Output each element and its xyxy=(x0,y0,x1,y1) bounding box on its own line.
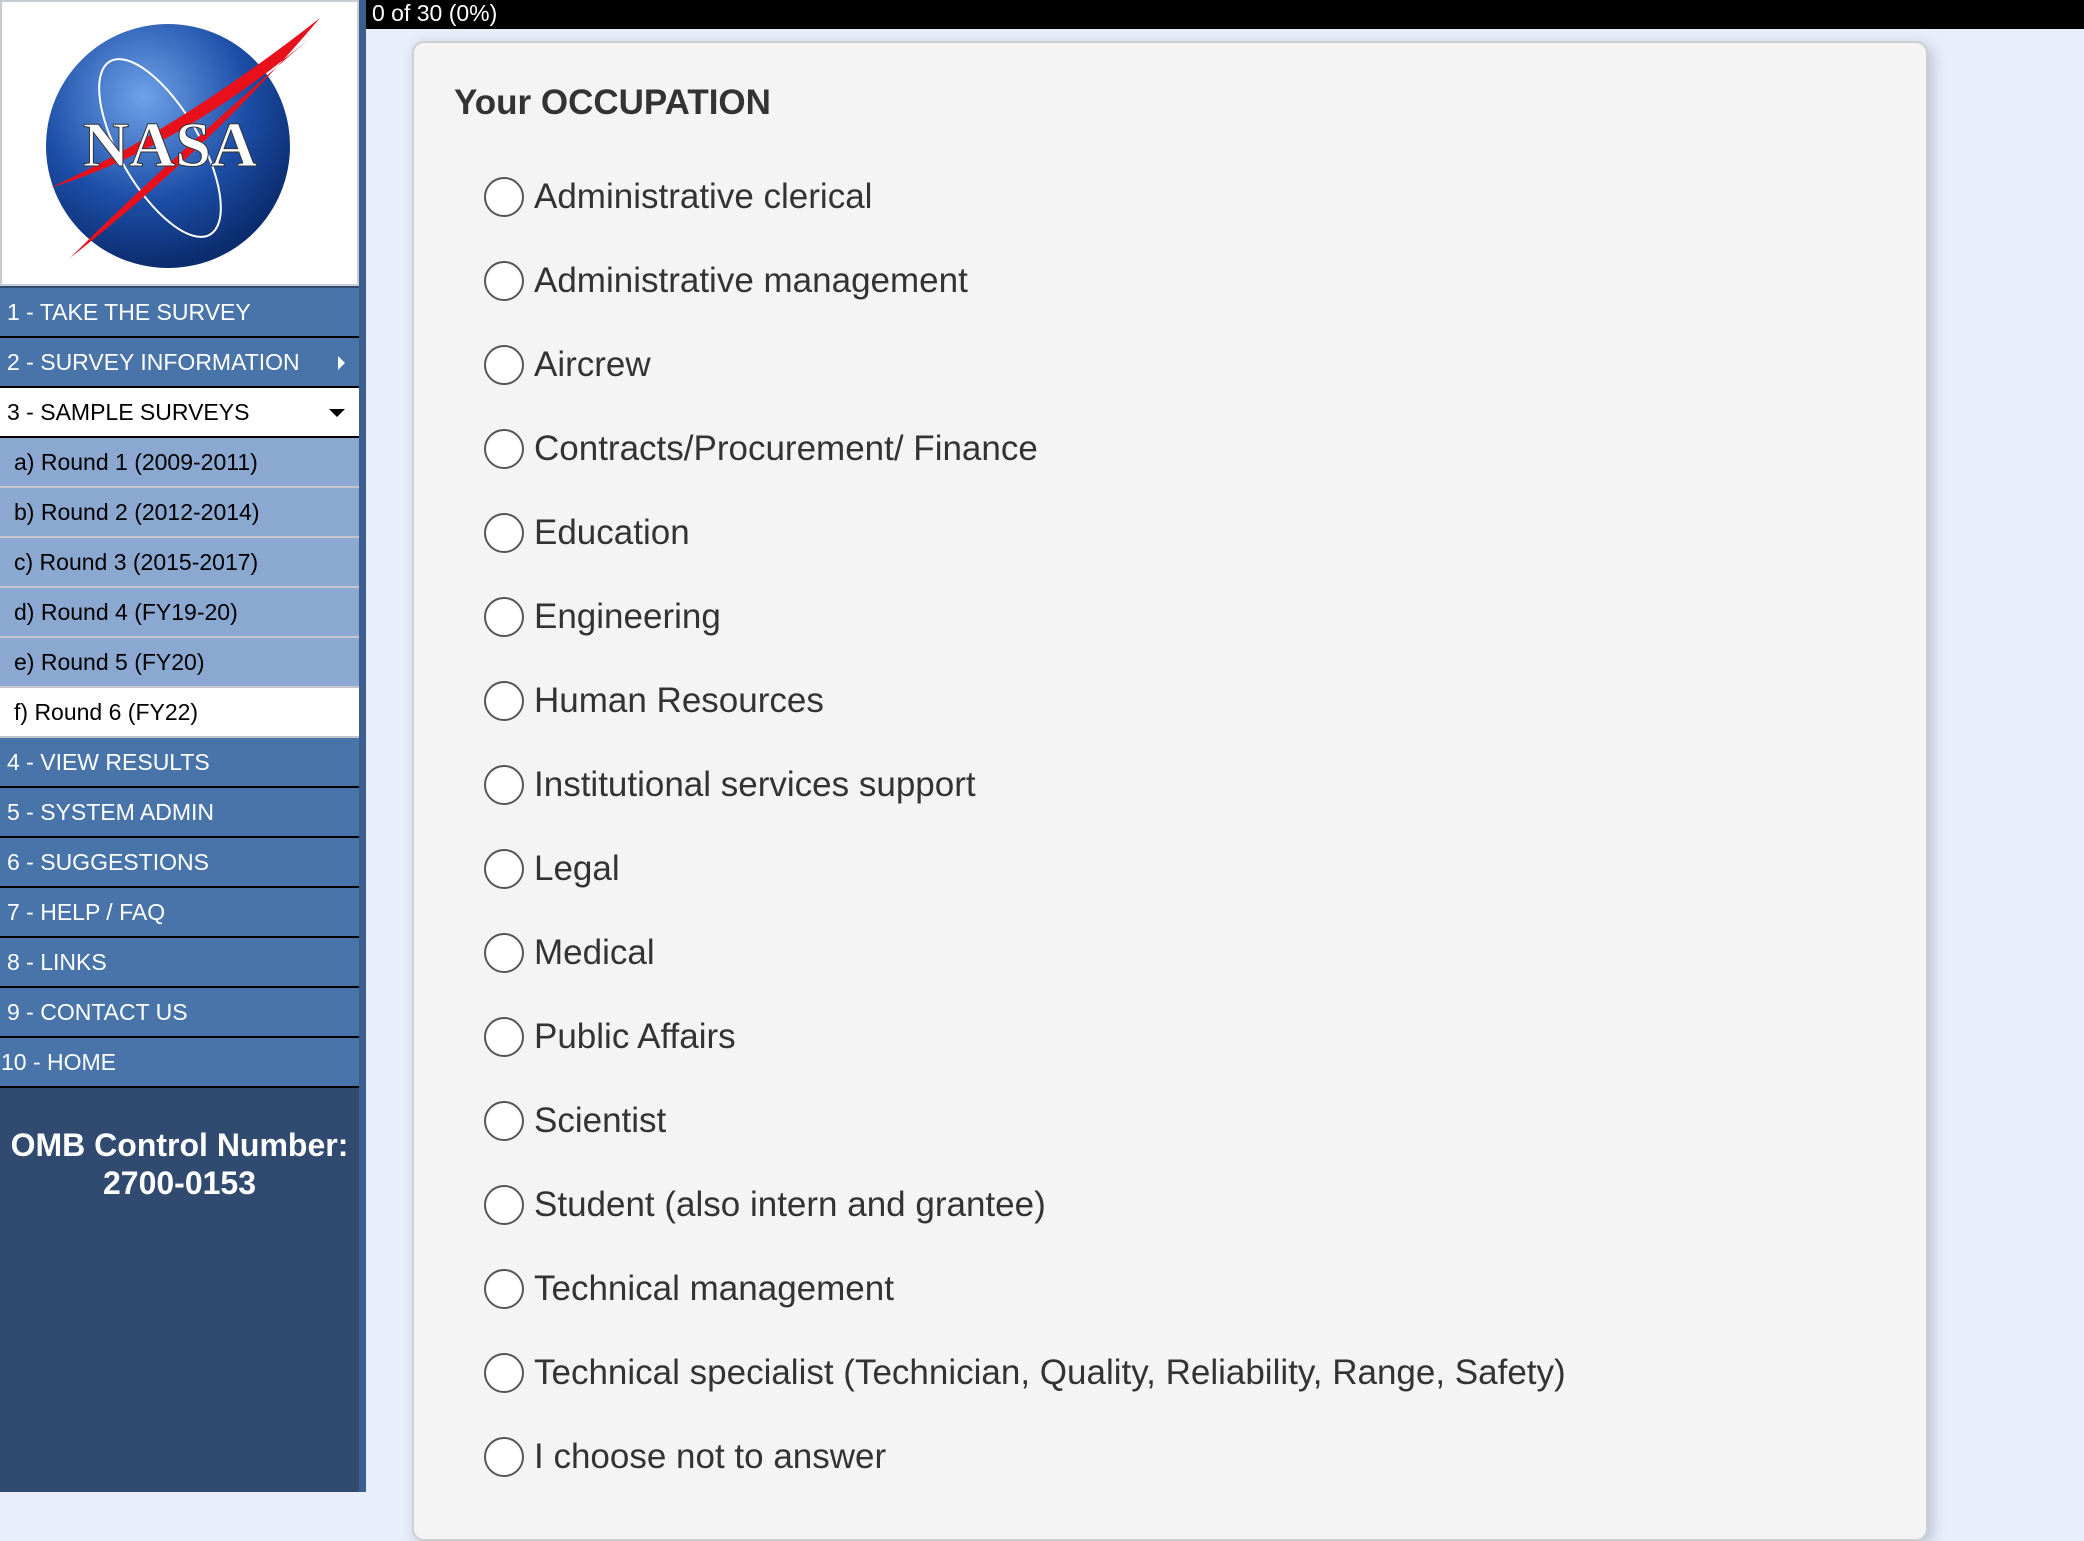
nasa-meatball-icon: NASA xyxy=(45,18,320,268)
sub-item-round-6[interactable]: f) Round 6 (FY22) xyxy=(0,688,359,738)
radio-button[interactable] xyxy=(484,177,524,217)
radio-button[interactable] xyxy=(484,1437,524,1477)
progress-text: 0 of 30 (0%) xyxy=(372,0,498,26)
question-card: Your OCCUPATION Administrative clerical A… xyxy=(412,41,1928,1541)
nav-label: 1 - TAKE THE SURVEY xyxy=(7,299,251,325)
option-label: Medical xyxy=(534,933,655,972)
radio-button[interactable] xyxy=(484,261,524,301)
option-label: Engineering xyxy=(534,597,721,636)
option-row[interactable]: Institutional services support xyxy=(484,743,1566,827)
option-label: Administrative management xyxy=(534,261,968,300)
option-label: Contracts/Procurement/ Finance xyxy=(534,429,1038,468)
radio-button[interactable] xyxy=(484,849,524,889)
option-row[interactable]: Technical specialist (Technician, Qualit… xyxy=(484,1331,1566,1415)
radio-button[interactable] xyxy=(484,597,524,637)
omb-control-number: OMB Control Number: 2700-0153 xyxy=(0,1126,359,1202)
option-row[interactable]: Aircrew xyxy=(484,323,1566,407)
progress-bar: 0 of 30 (0%) xyxy=(366,0,2084,29)
radio-button[interactable] xyxy=(484,1353,524,1393)
option-label: I choose not to answer xyxy=(534,1437,887,1476)
option-row[interactable]: I choose not to answer xyxy=(484,1415,1566,1499)
caret-down-icon xyxy=(329,409,345,417)
sub-item-round-4[interactable]: d) Round 4 (FY19-20) xyxy=(0,588,359,638)
radio-button[interactable] xyxy=(484,345,524,385)
option-label: Administrative clerical xyxy=(534,177,873,216)
option-label: Technical specialist (Technician, Qualit… xyxy=(534,1353,1566,1392)
radio-button[interactable] xyxy=(484,429,524,469)
option-row[interactable]: Medical xyxy=(484,911,1566,995)
caret-right-icon xyxy=(338,356,345,370)
radio-button[interactable] xyxy=(484,1017,524,1057)
radio-button[interactable] xyxy=(484,513,524,553)
nav-links[interactable]: 8 - LINKS xyxy=(0,938,359,988)
nav-suggestions[interactable]: 6 - SUGGESTIONS xyxy=(0,838,359,888)
svg-text:NASA: NASA xyxy=(82,109,256,180)
option-label: Aircrew xyxy=(534,345,651,384)
sub-item-round-3[interactable]: c) Round 3 (2015-2017) xyxy=(0,538,359,588)
option-row[interactable]: Public Affairs xyxy=(484,995,1566,1079)
nav-help-faq[interactable]: 7 - HELP / FAQ xyxy=(0,888,359,938)
option-row[interactable]: Education xyxy=(484,491,1566,575)
question-title: Your OCCUPATION xyxy=(454,83,771,122)
option-row[interactable]: Administrative clerical xyxy=(484,155,1566,239)
options-list: Administrative clerical Administrative ma… xyxy=(484,155,1566,1499)
option-label: Public Affairs xyxy=(534,1017,736,1056)
nav-system-admin[interactable]: 5 - SYSTEM ADMIN xyxy=(0,788,359,838)
option-label: Legal xyxy=(534,849,620,888)
radio-button[interactable] xyxy=(484,933,524,973)
nav-sample-surveys[interactable]: 3 - SAMPLE SURVEYS xyxy=(0,388,359,438)
option-label: Student (also intern and grantee) xyxy=(534,1185,1046,1224)
nav-label: 3 - SAMPLE SURVEYS xyxy=(7,399,250,425)
option-row[interactable]: Engineering xyxy=(484,575,1566,659)
option-row[interactable]: Legal xyxy=(484,827,1566,911)
option-label: Scientist xyxy=(534,1101,667,1140)
option-row[interactable]: Student (also intern and grantee) xyxy=(484,1163,1566,1247)
radio-button[interactable] xyxy=(484,765,524,805)
sub-item-round-2[interactable]: b) Round 2 (2012-2014) xyxy=(0,488,359,538)
option-row[interactable]: Administrative management xyxy=(484,239,1566,323)
radio-button[interactable] xyxy=(484,1101,524,1141)
radio-button[interactable] xyxy=(484,1185,524,1225)
option-row[interactable]: Contracts/Procurement/ Finance xyxy=(484,407,1566,491)
nav-home[interactable]: 10 - HOME xyxy=(0,1038,359,1088)
nav-label: 2 - SURVEY INFORMATION xyxy=(7,349,300,375)
option-label: Human Resources xyxy=(534,681,824,720)
sub-item-round-5[interactable]: e) Round 5 (FY20) xyxy=(0,638,359,688)
nasa-logo[interactable]: NASA xyxy=(0,0,359,286)
omb-number: 2700-0153 xyxy=(102,1165,257,1201)
nav-contact-us[interactable]: 9 - CONTACT US xyxy=(0,988,359,1038)
option-label: Institutional services support xyxy=(534,765,976,804)
sub-item-round-1[interactable]: a) Round 1 (2009-2011) xyxy=(0,438,359,488)
sidebar: NASA 1 - TAKE THE SURVEY 2 - SURVEY INFO… xyxy=(0,0,366,1492)
nav-view-results[interactable]: 4 - VIEW RESULTS xyxy=(0,738,359,788)
nav-survey-information[interactable]: 2 - SURVEY INFORMATION xyxy=(0,338,359,388)
radio-button[interactable] xyxy=(484,681,524,721)
nav-take-survey[interactable]: 1 - TAKE THE SURVEY xyxy=(0,286,359,338)
option-row[interactable]: Scientist xyxy=(484,1079,1566,1163)
option-label: Education xyxy=(534,513,690,552)
radio-button[interactable] xyxy=(484,1269,524,1309)
option-row[interactable]: Human Resources xyxy=(484,659,1566,743)
option-row[interactable]: Technical management xyxy=(484,1247,1566,1331)
option-label: Technical management xyxy=(534,1269,894,1308)
omb-label: OMB Control Number: xyxy=(10,1127,349,1163)
